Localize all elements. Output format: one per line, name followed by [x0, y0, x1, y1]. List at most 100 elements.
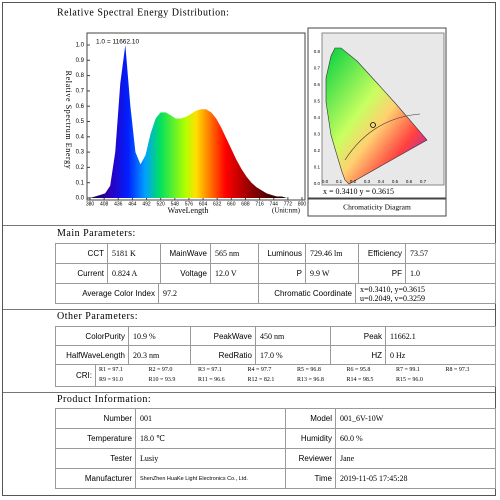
x-axis-unit: (Unit:nm) [272, 207, 301, 215]
field-value: 2019-11-05 17:45:28 [335, 468, 496, 489]
field-value: 18.0 ℃ [135, 428, 286, 449]
chroma-y-label: 0.2 [314, 148, 321, 153]
cri-value: R9 = 91.0 [99, 377, 123, 383]
field-value: 450 nm [255, 326, 331, 346]
cri-value: R15 = 96.0 [396, 377, 423, 383]
cri-value: R7 = 99.1 [396, 367, 420, 373]
section-heading: Product Information: [57, 394, 152, 405]
field-value: 97.2 [158, 283, 259, 304]
x-tick-label: 520 [156, 201, 165, 207]
cri-value: R6 = 95.8 [346, 367, 371, 373]
field-label: Current [55, 263, 108, 284]
field-label: Number [55, 408, 136, 429]
field-label: HalfWaveLength [55, 345, 129, 365]
cri-value: R10 = 93.9 [148, 377, 176, 383]
x-tick-label: 464 [128, 201, 137, 207]
spectrum-panel: Relative Spectral Energy Distribution: R… [57, 7, 447, 217]
chroma-y-label: 0.1 [314, 165, 321, 170]
chroma-x-label: 0.6 [406, 179, 413, 184]
section-rule [3, 309, 495, 310]
cri-value: R1 = 97.1 [99, 367, 123, 373]
field-label: Chromatic Coordinate [258, 283, 356, 304]
field-label: P [258, 263, 306, 284]
section-heading: Main Parameters: [57, 228, 136, 239]
chromaticity-caption: Chromaticity Diagram [343, 203, 411, 212]
cri-value: R11 = 96.6 [198, 377, 225, 383]
y-tick-label: 0.5 [76, 119, 85, 125]
field-value: 9.9 W [305, 263, 359, 284]
field-label: Manufacturer [55, 468, 136, 489]
spectral-locus [325, 47, 428, 185]
x-tick-label: 408 [100, 201, 109, 207]
field-value: 5181 K [107, 243, 161, 264]
cri-value: R14 = 98.5 [346, 377, 374, 383]
field-label: CCT [55, 243, 108, 264]
field-label: Humidity [285, 428, 336, 449]
field-label: Luminous [258, 243, 306, 264]
chromaticity-coordinates: x = 0.3410 y = 0.3615 [323, 187, 394, 196]
field-value: 001_6V-10W [335, 408, 496, 429]
field-label: CRI: [55, 364, 96, 387]
chroma-y-label: 0.8 [314, 49, 321, 54]
chroma-x-label: 0.3 [364, 179, 371, 184]
field-label: Average Color Index [55, 283, 159, 304]
field-label: HZ [330, 345, 386, 365]
field-label: Efficiency [358, 243, 406, 264]
x-tick-label: 632 [213, 201, 222, 207]
chroma-y-label: 0.4 [314, 115, 321, 120]
field-value: 73.57 [405, 243, 496, 264]
x-axis-label: WaveLength [168, 206, 209, 215]
y-tick-label: 0.6 [76, 104, 85, 110]
chroma-x-label: 0.7 [420, 179, 427, 184]
section-rule [3, 392, 495, 393]
y-axis-label: Relative Spectrum Energy [64, 71, 73, 170]
field-label: PeakWave [190, 326, 256, 346]
y-tick-label: 0.4 [76, 134, 85, 140]
field-label: PF [358, 263, 406, 284]
chroma-x-label: 0.2 [350, 179, 357, 184]
field-label: Time [285, 468, 336, 489]
cri-values: R1 = 97.1 R2 = 97.0 R3 = 97.1 R4 = 97.7 R5 =… [95, 364, 496, 387]
field-value: 10.9 % [128, 326, 191, 346]
chroma-x-label: 0.5 [392, 179, 399, 184]
y-tick-label: 0.0 [76, 196, 85, 202]
x-tick-label: 492 [142, 201, 151, 207]
chroma-x-label: 0.0 [322, 179, 329, 184]
chromaticity-point [370, 122, 376, 128]
field-value: 12.0 V [210, 263, 259, 284]
x-tick-label: 716 [255, 201, 264, 207]
chroma-x-label: 0.1 [336, 179, 343, 184]
y-tick-label: 0.7 [76, 88, 85, 94]
field-label: RedRatio [190, 345, 256, 365]
field-value: 0.824 A [107, 263, 161, 284]
chroma-x-label: 0.4 [378, 179, 385, 184]
x-tick-label: 772 [284, 201, 293, 207]
field-label: Tester [55, 448, 136, 469]
y-tick-label: 0.2 [76, 165, 85, 171]
cri-value: R4 = 97.7 [247, 367, 272, 373]
x-tick-label: 688 [241, 201, 250, 207]
field-value: ShenZhen HuaKe Light Electronics Co., Lt… [135, 468, 286, 489]
cri-value: R5 = 96.8 [297, 367, 321, 373]
field-label: MainWave [160, 243, 211, 264]
planckian-locus [344, 113, 421, 161]
y-tick-label: 1.0 [76, 43, 85, 49]
field-value: Lusiy [135, 448, 286, 469]
field-label: ColorPurity [55, 326, 129, 346]
y-tick-label: 0.3 [76, 150, 85, 156]
x-tick-label: 576 [185, 201, 194, 207]
spectrum-area [90, 45, 292, 198]
field-value: x=0.3410, y=0.3615 u=0.2049, v=0.3259 [355, 283, 496, 304]
field-label: Model [285, 408, 336, 429]
x-tick-label: 380 [86, 201, 95, 207]
field-value: 729.46 lm [305, 243, 359, 264]
chroma-y-label: 0.6 [314, 82, 321, 87]
x-tick-label: 800 [298, 201, 307, 207]
field-label: Voltage [160, 263, 211, 284]
field-label: Temperature [55, 428, 136, 449]
value-line: x=0.3410, y=0.3615 [360, 284, 426, 294]
y-tick-label: 0.1 [76, 180, 85, 186]
chroma-y-label: 0.0 [314, 181, 321, 186]
field-value: 1.0 [405, 263, 496, 284]
